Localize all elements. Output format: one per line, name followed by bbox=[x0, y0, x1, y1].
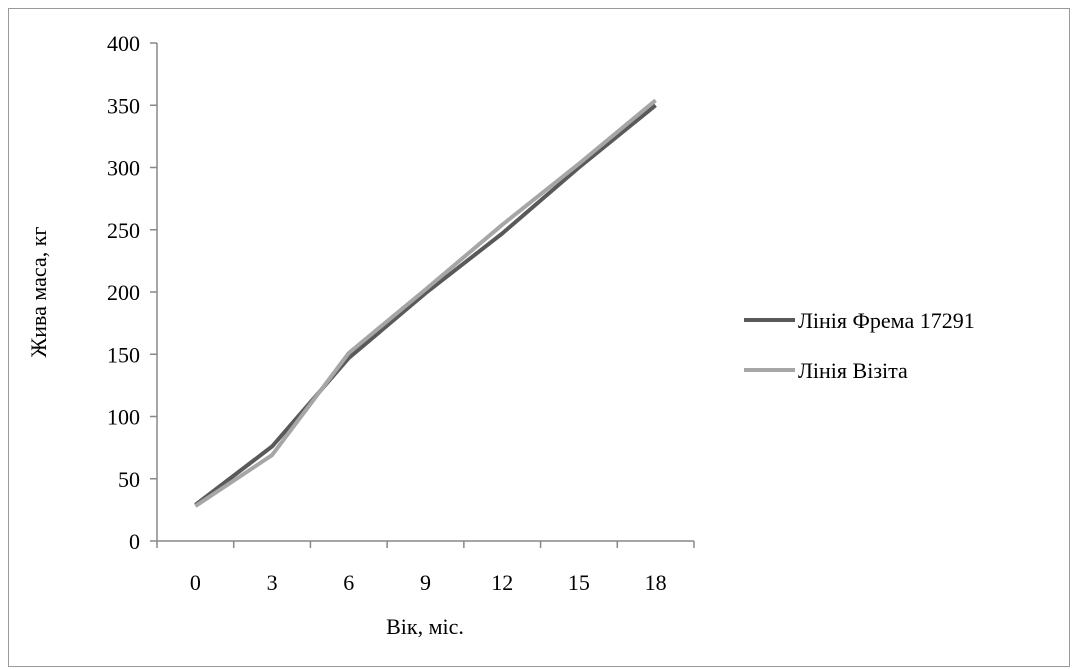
series-line-1 bbox=[194, 103, 657, 507]
y-tick-label: 0 bbox=[129, 529, 140, 554]
y-tick-label: 100 bbox=[107, 405, 140, 430]
y-tick-label: 300 bbox=[107, 156, 140, 181]
chart-frame bbox=[8, 8, 1070, 667]
y-ticks: 0 50 100 150 200 250 300 350 400 bbox=[107, 31, 157, 554]
x-tick-label: 9 bbox=[420, 570, 431, 595]
y-tick-label: 200 bbox=[107, 280, 140, 305]
x-tick-label: 6 bbox=[343, 570, 354, 595]
legend-label: Лінія Фрема 17291 bbox=[798, 308, 975, 333]
y-tick-label: 400 bbox=[107, 31, 140, 56]
series-layer bbox=[194, 98, 657, 508]
legend-label: Лінія Візіта bbox=[798, 358, 908, 383]
x-tick-label: 18 bbox=[645, 570, 667, 595]
x-tick-label: 12 bbox=[491, 570, 513, 595]
x-tick-label: 15 bbox=[568, 570, 590, 595]
legend: Лінія Фрема 17291 Лінія Візіта bbox=[744, 308, 975, 383]
y-tick-label: 50 bbox=[118, 467, 140, 492]
y-tick-label: 250 bbox=[107, 218, 140, 243]
y-axis-label: Жива маса, кг bbox=[26, 227, 51, 358]
x-ticks: 0 3 6 9 12 15 18 bbox=[156, 541, 695, 595]
y-tick-label: 350 bbox=[107, 93, 140, 118]
x-axis-label: Вік, міс. bbox=[386, 614, 464, 639]
x-tick-label: 3 bbox=[267, 570, 278, 595]
y-tick-label: 150 bbox=[107, 342, 140, 367]
x-tick-label: 0 bbox=[190, 570, 201, 595]
